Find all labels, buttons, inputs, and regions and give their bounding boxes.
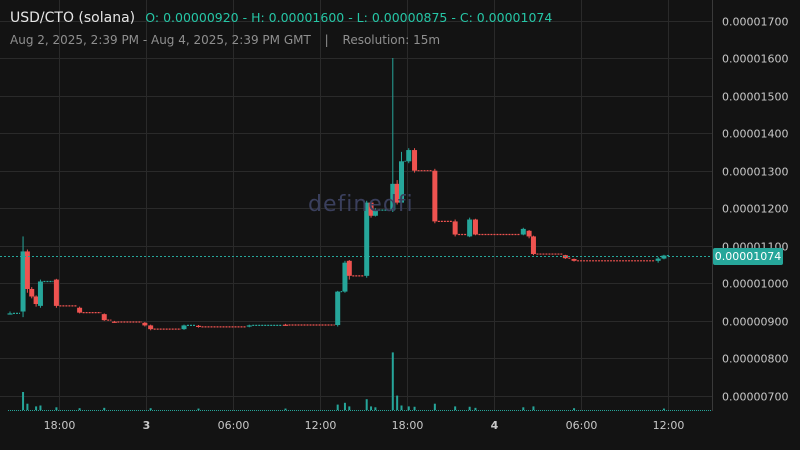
x-axis[interactable]: 18:00 3 06:00 12:00 18:00 4 06:00 12:00 — [44, 419, 685, 432]
watermark: definedfi — [308, 192, 414, 217]
candle — [530, 235, 563, 256]
x-tick-label: 3 — [143, 419, 151, 432]
candle — [37, 279, 54, 308]
volume-bar — [26, 403, 29, 410]
volume-bars — [8, 352, 712, 411]
volume-bar — [413, 406, 416, 410]
volume-bar — [78, 408, 81, 410]
candles — [7, 58, 670, 331]
candle — [368, 200, 374, 218]
x-tick-label: 06:00 — [566, 419, 598, 432]
volume-bar — [400, 405, 403, 410]
volume-bar — [365, 399, 368, 410]
y-axis[interactable]: 0.00001700 0.00001600 0.00001500 0.00001400… — [722, 16, 788, 404]
volume-bar — [522, 407, 525, 410]
symbol-label: USD/CTO (solana) — [10, 10, 136, 26]
candle — [571, 258, 656, 262]
candle — [346, 260, 364, 280]
volume-bar — [39, 405, 42, 410]
x-tick-label: 18:00 — [392, 419, 424, 432]
volume-bar — [573, 408, 576, 410]
y-tick-label: 0.00001700 — [722, 16, 788, 29]
candle — [394, 180, 400, 205]
candle — [7, 311, 21, 315]
y-tick-label: 0.00001400 — [722, 128, 788, 141]
candle — [196, 325, 247, 328]
candle — [432, 168, 453, 224]
volume-bar — [433, 403, 436, 410]
candle — [372, 208, 390, 217]
volume-bar — [284, 408, 287, 410]
volume-bar — [336, 404, 339, 410]
resolution-label: Resolution: 15m — [342, 33, 441, 47]
x-tick-label: 12:00 — [305, 419, 337, 432]
y-tick-label: 0.00001600 — [722, 53, 788, 66]
candle — [33, 295, 39, 307]
y-tick-label: 0.00000800 — [722, 353, 788, 366]
y-tick-label: 0.00001200 — [722, 203, 788, 216]
x-tick-label: 12:00 — [653, 419, 685, 432]
candle — [467, 217, 473, 238]
y-tick-label: 0.00000700 — [722, 391, 788, 404]
candle — [181, 324, 196, 330]
volume-bar — [374, 407, 377, 410]
x-tick-label: 06:00 — [218, 419, 250, 432]
candle — [390, 58, 396, 213]
candle — [77, 306, 102, 314]
volume-bar — [343, 402, 346, 410]
candle — [246, 324, 283, 328]
volume-bar — [407, 406, 410, 410]
volume-bar — [55, 407, 58, 410]
candle — [406, 148, 412, 164]
volume-bar — [391, 352, 394, 410]
volume-bar — [370, 406, 373, 410]
chart-grid — [0, 0, 712, 411]
candle — [399, 151, 406, 205]
candle — [29, 287, 35, 299]
candle — [364, 200, 370, 278]
y-tick-label: 0.00001300 — [722, 166, 788, 179]
chart-header: USD/CTO (solana) O: 0.00000920 - H: 0.00… — [10, 10, 552, 26]
candle — [20, 236, 26, 318]
candle — [142, 322, 148, 327]
x-tick-label: 18:00 — [44, 419, 76, 432]
volume-bar — [149, 408, 152, 410]
volume-bar — [468, 406, 471, 410]
volume-bar — [348, 406, 351, 410]
date-range: Aug 2, 2025, 2:39 PM - Aug 4, 2025, 2:39… — [10, 33, 311, 47]
candle — [452, 219, 467, 237]
candle — [412, 148, 432, 173]
candle — [24, 249, 30, 293]
volume-bar — [532, 406, 535, 410]
candle — [472, 218, 521, 236]
candle — [661, 254, 670, 260]
volume-bar — [396, 395, 399, 410]
candle — [335, 290, 342, 327]
volume-bar — [22, 392, 25, 410]
y-tick-label: 0.00000900 — [722, 316, 788, 329]
candle — [53, 278, 77, 308]
y-tick-label: 0.00001000 — [722, 278, 788, 291]
y-tick-label: 0.00001500 — [722, 91, 788, 104]
volume-bar — [662, 408, 665, 410]
candle — [111, 320, 142, 323]
candle — [520, 227, 526, 236]
candle — [526, 230, 532, 239]
volume-bar — [454, 406, 457, 410]
volume-bar — [197, 408, 200, 410]
volume-bar — [474, 407, 477, 410]
volume-bar — [103, 407, 106, 410]
candle — [283, 323, 335, 326]
candle — [342, 260, 348, 293]
last-price-tag: 0.00001074 — [713, 248, 783, 265]
x-tick-label: 4 — [491, 419, 499, 432]
chart-subheader: Aug 2, 2025, 2:39 PM - Aug 4, 2025, 2:39… — [10, 33, 440, 47]
separator: | — [324, 33, 329, 47]
volume-bar — [35, 406, 38, 410]
candle — [655, 257, 661, 263]
candle — [101, 313, 112, 321]
ohlc-readout: O: 0.00000920 - H: 0.00001600 - L: 0.000… — [145, 10, 553, 25]
candle — [148, 324, 181, 331]
